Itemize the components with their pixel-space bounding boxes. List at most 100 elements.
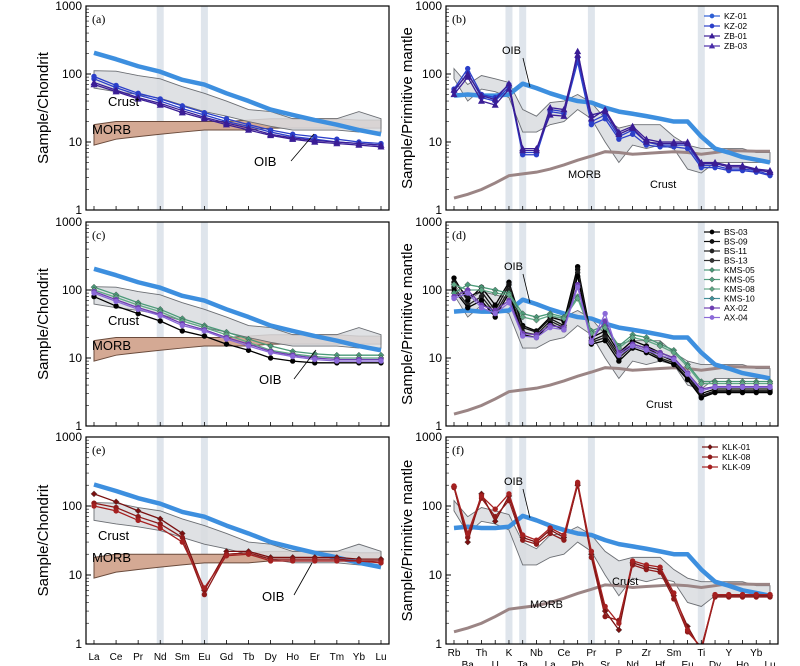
data-point: [223, 341, 230, 347]
series-line: [93, 289, 381, 359]
data-point: [766, 168, 774, 175]
data-point: [670, 139, 678, 147]
x-tick-label: Gd: [220, 652, 233, 663]
data-point: [547, 530, 553, 537]
data-point: [506, 491, 512, 497]
x-tick-label: Er: [310, 652, 321, 663]
x-tick-label: Dy: [709, 660, 721, 666]
data-point: [616, 352, 622, 358]
data-point: [179, 539, 186, 545]
data-point: [378, 560, 384, 566]
crust-field: [453, 499, 771, 607]
x-tick-label: Rb: [448, 648, 461, 659]
data-point: [561, 327, 567, 333]
x-tick-label: Tb: [243, 652, 255, 663]
y-tick-label: 10: [429, 568, 443, 582]
plot-area: [450, 222, 774, 426]
x-tick-label: Lu: [764, 660, 775, 666]
x-tick-label: Nd: [626, 660, 639, 666]
data-point: [492, 513, 498, 520]
y-tick-label: 1000: [55, 430, 82, 444]
data-point: [629, 334, 636, 341]
y-axis-label: Sample/Chondrit: [35, 484, 52, 597]
data-point: [602, 310, 608, 317]
data-point: [519, 313, 526, 321]
y-tick-label: 100: [62, 499, 82, 513]
data-point: [684, 363, 691, 370]
legend-label: AX-04: [724, 313, 748, 323]
series-line: [93, 81, 382, 146]
y-tick-label: 1: [75, 637, 82, 651]
legend-marker: [709, 295, 715, 302]
legend-label: KLK-08: [722, 452, 751, 462]
x-tick-label: U: [492, 660, 499, 666]
legend-marker: [707, 444, 713, 450]
data-point: [739, 591, 746, 598]
data-point: [112, 498, 120, 506]
crust-annotation: Crust: [612, 576, 638, 588]
panel-label: (f): [452, 443, 464, 457]
data-point: [546, 111, 554, 118]
data-point: [179, 328, 186, 334]
y-tick-label: 100: [62, 67, 82, 81]
legend: BS-03BS-09BS-11BS-13KMS-05KMS-05KMS-08KM…: [704, 227, 755, 323]
data-point: [156, 101, 164, 108]
data-point: [465, 304, 471, 311]
oib-line: [453, 297, 771, 381]
y-tick-label: 1: [435, 419, 442, 433]
data-point: [355, 141, 363, 148]
data-point: [289, 135, 297, 142]
data-point: [753, 384, 759, 391]
data-point: [312, 356, 318, 363]
x-tick-label: Pr: [133, 652, 144, 663]
x-tick-label: Eu: [198, 652, 210, 663]
oib-line: [93, 266, 382, 353]
panel-label: (e): [92, 443, 105, 457]
legend-label: KLK-01: [722, 442, 751, 452]
data-point: [450, 281, 458, 288]
data-point: [753, 591, 759, 598]
data-point: [200, 115, 208, 122]
y-tick-label: 10: [69, 351, 83, 365]
data-point: [157, 318, 163, 324]
legend-label: KLK-09: [722, 462, 751, 472]
data-point: [222, 121, 230, 128]
legend-label: ZB-01: [724, 31, 747, 41]
plot-area: [450, 437, 774, 644]
legend-marker: [709, 229, 715, 235]
highlight-band-k: [505, 437, 513, 644]
data-point: [519, 146, 527, 154]
data-point: [334, 358, 340, 364]
data-point: [356, 358, 362, 364]
data-point: [491, 101, 499, 108]
data-point: [90, 80, 98, 88]
y-tick-label: 10: [429, 351, 443, 365]
plot-frame: [85, 221, 390, 427]
data-point: [519, 537, 526, 543]
plot-frame: [445, 5, 779, 211]
y-tick-label: 1000: [415, 430, 442, 444]
legend-marker: [709, 239, 715, 244]
y-tick-label: 1000: [55, 0, 82, 13]
data-point: [201, 591, 208, 598]
data-point: [450, 86, 458, 93]
plot-area: [90, 222, 385, 426]
highlight-band-nd: [156, 222, 164, 426]
legend-marker: [709, 267, 715, 273]
data-point: [656, 139, 664, 147]
data-point: [533, 316, 540, 324]
data-point: [560, 112, 568, 119]
data-point: [588, 548, 595, 555]
data-point: [477, 92, 485, 99]
oib-annotation: OIB: [259, 372, 281, 387]
data-point: [643, 566, 650, 573]
legend-marker: [709, 305, 715, 311]
data-point: [267, 349, 274, 356]
morb-annotation: MORB: [530, 599, 563, 611]
x-tick-label: Nb: [530, 648, 543, 659]
legend-label: KMS-05: [724, 275, 755, 285]
data-point: [671, 356, 677, 363]
plot-area: [90, 437, 385, 644]
data-point: [601, 107, 609, 115]
data-point: [561, 532, 567, 538]
